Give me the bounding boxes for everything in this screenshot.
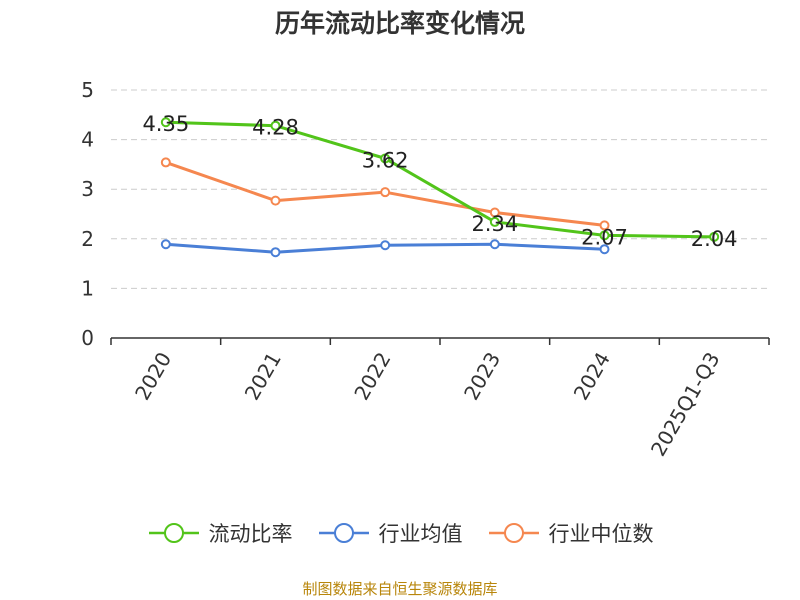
data-label: 3.62 (362, 148, 409, 172)
y-tick-label: 3 (81, 177, 94, 201)
legend-item[interactable]: 行业均值 (317, 518, 463, 548)
data-point (709, 231, 720, 242)
data-point (489, 216, 500, 227)
y-tick-label: 4 (81, 128, 94, 152)
data-point (270, 195, 281, 206)
legend: 流动比率 行业均值 行业中位数 (0, 518, 800, 548)
x-tick-label: 2025Q1-Q3 (646, 348, 725, 460)
data-label: 4.35 (142, 112, 189, 136)
data-point (599, 230, 610, 241)
data-point (380, 153, 391, 164)
legend-marker (163, 523, 184, 543)
legend-item[interactable]: 行业中位数 (487, 518, 654, 548)
x-tick-label: 2024 (569, 348, 615, 404)
data-point (160, 239, 171, 250)
series-lines (160, 117, 720, 258)
data-label: 4.28 (252, 116, 299, 140)
legend-label: 行业中位数 (548, 522, 654, 546)
x-tick-label: 2023 (459, 348, 505, 404)
data-label: 2.34 (471, 212, 518, 236)
data-labels: 4.35 4.28 3.62 2.34 2.07 2.04 (142, 112, 737, 251)
data-point (599, 220, 610, 231)
series-line-0 (165, 120, 715, 239)
y-tick-label: 5 (81, 78, 94, 102)
data-point (489, 239, 500, 250)
data-point (160, 117, 171, 128)
y-tick-label: 2 (81, 227, 94, 251)
data-label: 2.07 (581, 225, 628, 249)
x-tick-label: 2021 (240, 348, 286, 404)
legend-line-marker-icon (318, 523, 369, 543)
data-point (489, 207, 500, 218)
data-point (160, 157, 171, 168)
y-tick-label: 0 (81, 326, 94, 350)
legend-label: 行业均值 (378, 522, 463, 546)
chart-title: 历年流动比率变化情况 (274, 9, 525, 38)
data-point (599, 244, 610, 255)
y-tick-label: 1 (81, 276, 94, 300)
x-tick-label: 2020 (130, 348, 176, 404)
legend-line-marker-icon (488, 523, 539, 543)
legend-item[interactable]: 流动比率 (147, 518, 293, 548)
legend-line-marker-icon (148, 523, 199, 543)
data-point (270, 120, 281, 131)
legend-marker (503, 523, 524, 543)
data-point (380, 187, 391, 198)
line-chart: 0 1 2 3 4 5 2020 2021 2022 2023 2024 2025Q1-Q3 4.35… (81, 78, 770, 460)
data-point (380, 240, 391, 251)
legend-label: 流动比率 (208, 522, 293, 546)
data-point (270, 247, 281, 258)
x-tick-label: 2022 (349, 348, 395, 404)
legend-marker (333, 523, 354, 543)
source-note: 制图数据来自恒生聚源数据库 (302, 580, 498, 598)
data-label: 2.04 (691, 227, 738, 251)
